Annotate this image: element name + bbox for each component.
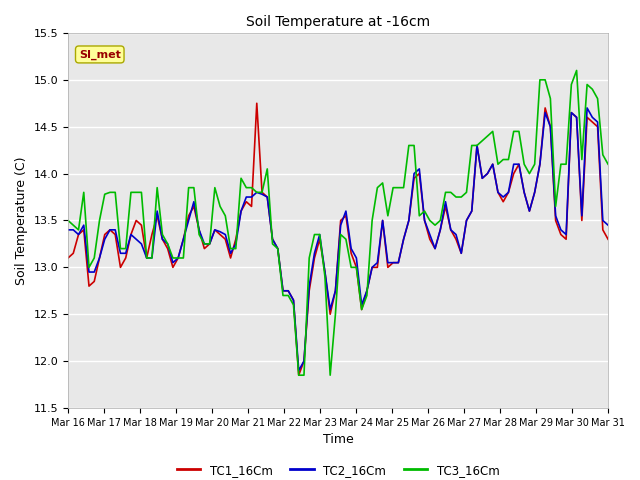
TC3_16Cm (80, 190, 88, 195)
TC3_16Cm (573, 68, 580, 73)
TC3_16Cm (594, 96, 602, 101)
TC2_16Cm (563, 232, 570, 238)
Legend: TC1_16Cm, TC2_16Cm, TC3_16Cm: TC1_16Cm, TC2_16Cm, TC3_16Cm (172, 459, 504, 480)
TC3_16Cm (200, 241, 208, 247)
X-axis label: Time: Time (323, 433, 353, 446)
TC1_16Cm (295, 372, 303, 378)
TC3_16Cm (337, 232, 344, 238)
TC2_16Cm (295, 368, 303, 373)
TC1_16Cm (594, 124, 602, 130)
TC2_16Cm (604, 222, 612, 228)
TC1_16Cm (64, 255, 72, 261)
TC1_16Cm (80, 227, 88, 233)
TC1_16Cm (604, 236, 612, 242)
Title: Soil Temperature at -16cm: Soil Temperature at -16cm (246, 15, 430, 29)
TC2_16Cm (583, 105, 591, 111)
TC2_16Cm (80, 222, 88, 228)
TC1_16Cm (200, 246, 208, 252)
TC3_16Cm (604, 161, 612, 167)
TC3_16Cm (64, 217, 72, 223)
TC1_16Cm (253, 100, 260, 106)
TC2_16Cm (200, 241, 208, 247)
TC3_16Cm (563, 161, 570, 167)
Line: TC3_16Cm: TC3_16Cm (68, 71, 608, 375)
TC1_16Cm (342, 213, 349, 219)
TC1_16Cm (568, 110, 575, 116)
Line: TC2_16Cm: TC2_16Cm (68, 108, 608, 371)
Line: TC1_16Cm: TC1_16Cm (68, 103, 608, 375)
Y-axis label: Soil Temperature (C): Soil Temperature (C) (15, 156, 28, 285)
TC2_16Cm (221, 232, 229, 238)
TC2_16Cm (64, 227, 72, 233)
Text: SI_met: SI_met (79, 49, 121, 60)
TC2_16Cm (594, 119, 602, 125)
TC1_16Cm (221, 236, 229, 242)
TC3_16Cm (295, 372, 303, 378)
TC3_16Cm (221, 213, 229, 219)
TC2_16Cm (337, 222, 344, 228)
